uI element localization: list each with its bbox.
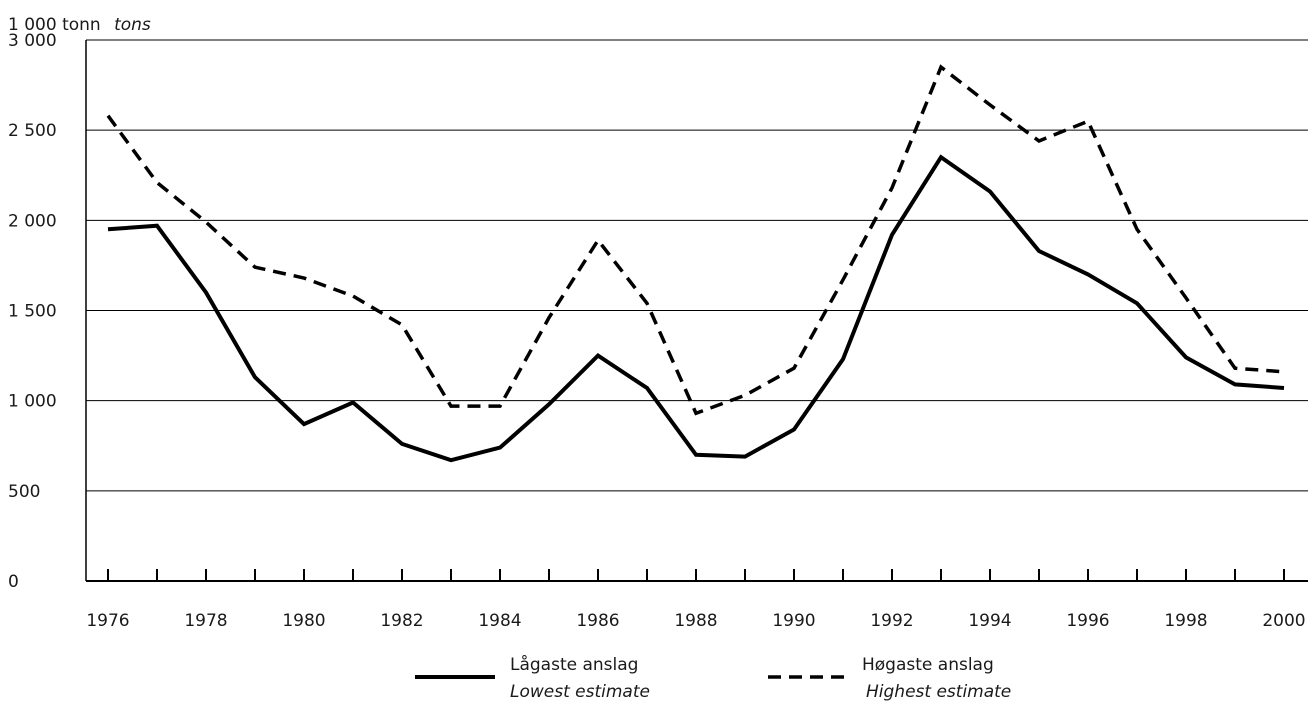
x-tick-label: 1988 bbox=[674, 611, 717, 631]
y-axis-title: 1 000 tonn tons bbox=[8, 15, 151, 35]
y-tick-label: 2 000 bbox=[8, 211, 57, 231]
y-tick-label: 500 bbox=[8, 482, 40, 502]
y-axis-title-secondary: tons bbox=[114, 15, 151, 35]
y-tick-label: 2 500 bbox=[8, 121, 57, 141]
x-axis-ticks bbox=[107, 569, 1285, 581]
y-tick-label: 3 000 bbox=[8, 31, 57, 51]
y-tick-label: 1 500 bbox=[8, 302, 57, 322]
y-tick-label: 0 bbox=[8, 572, 19, 592]
x-tick-label: 1984 bbox=[478, 611, 521, 631]
legend-label-lowest: Lågaste anslag bbox=[510, 654, 638, 675]
x-tick-label: 1976 bbox=[86, 611, 129, 631]
x-tick-label: 2000 bbox=[1262, 611, 1305, 631]
x-tick-label: 1998 bbox=[1164, 611, 1207, 631]
legend-label-highest-secondary: Highest estimate bbox=[866, 682, 1011, 702]
legend-label-lowest-secondary: Lowest estimate bbox=[510, 682, 650, 702]
x-tick-label: 1978 bbox=[184, 611, 227, 631]
x-tick-label: 1996 bbox=[1066, 611, 1109, 631]
x-tick-label: 1992 bbox=[870, 611, 913, 631]
x-tick-label: 1986 bbox=[576, 611, 619, 631]
x-tick-label: 1980 bbox=[282, 611, 325, 631]
x-tick-label: 1982 bbox=[380, 611, 423, 631]
series-lines bbox=[106, 64, 1285, 463]
y-tick-label: 1 000 bbox=[8, 392, 57, 412]
y-tick-labels: 0 500 1 000 1 500 2 000 2 500 3 000 bbox=[8, 31, 57, 592]
series-line-lowest bbox=[107, 154, 1285, 463]
y-axis-title-main: 1 000 tonn bbox=[8, 15, 101, 35]
legend-label-highest: Høgaste anslag bbox=[862, 655, 994, 675]
x-tick-labels: 1976 1978 1980 1982 1984 1986 1988 1990 1992 1994… bbox=[86, 611, 1305, 631]
grid-lines bbox=[86, 39, 1308, 492]
series-line-highest bbox=[106, 64, 1285, 416]
x-tick-label: 1994 bbox=[968, 611, 1011, 631]
legend: Lågaste anslag Lowest estimate Høgaste a… bbox=[415, 654, 1011, 702]
x-tick-label: 1990 bbox=[772, 611, 815, 631]
